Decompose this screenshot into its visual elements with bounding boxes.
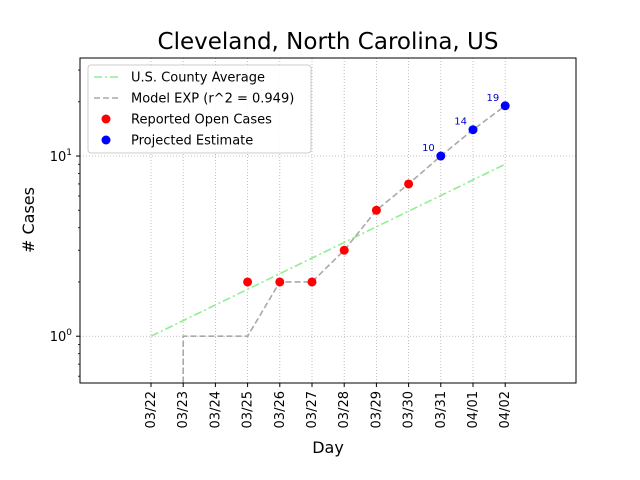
x-axis-label: Day: [312, 438, 344, 457]
legend-entry: Projected Estimate: [131, 134, 253, 149]
data-label: 10: [422, 143, 435, 154]
data-point: [243, 277, 253, 287]
x-tick-label: 04/02: [498, 391, 513, 428]
data-point: [436, 151, 446, 161]
x-tick-label: 04/01: [466, 391, 481, 428]
series-line: [182, 105, 506, 383]
x-tick-label: 03/28: [337, 391, 352, 428]
x-tick-label: 03/25: [241, 391, 256, 428]
data-point: [404, 179, 414, 189]
series-line: [150, 163, 506, 337]
x-tick-label: 03/30: [402, 391, 417, 428]
x-tick-label: 03/26: [273, 391, 288, 428]
y-tick-label: 100: [50, 328, 73, 345]
x-tick-label: 03/31: [434, 391, 449, 428]
data-point: [307, 277, 317, 287]
x-tick-label: 03/22: [144, 391, 159, 428]
legend: U.S. County Average Model EXP (r^2 = 0.94…: [87, 64, 312, 154]
legend-entry: Model EXP (r^2 = 0.949): [131, 92, 294, 107]
plot-frame: [79, 57, 577, 384]
legend-entry: U.S. County Average: [131, 71, 265, 86]
x-tick-label: 03/29: [369, 391, 384, 428]
y-axis-label: # Cases: [19, 187, 38, 253]
data-point: [371, 205, 381, 215]
y-tick-label: 101: [50, 148, 72, 165]
legend-box: [87, 64, 312, 154]
data-point: [275, 277, 285, 287]
x-tick-label: 03/24: [208, 391, 223, 428]
data-point: [500, 101, 510, 111]
legend-marker: [101, 135, 111, 145]
data-point: [339, 245, 349, 255]
legend-marker: [101, 114, 111, 124]
legend-entry: Reported Open Cases: [131, 113, 272, 128]
chart-title: Cleveland, North Carolina, US: [158, 29, 499, 55]
x-tick-label: 03/27: [305, 391, 320, 428]
data-label: 14: [454, 117, 467, 128]
x-tick-label: 03/23: [176, 391, 191, 428]
data-label: 19: [486, 93, 499, 104]
data-point: [468, 125, 478, 135]
